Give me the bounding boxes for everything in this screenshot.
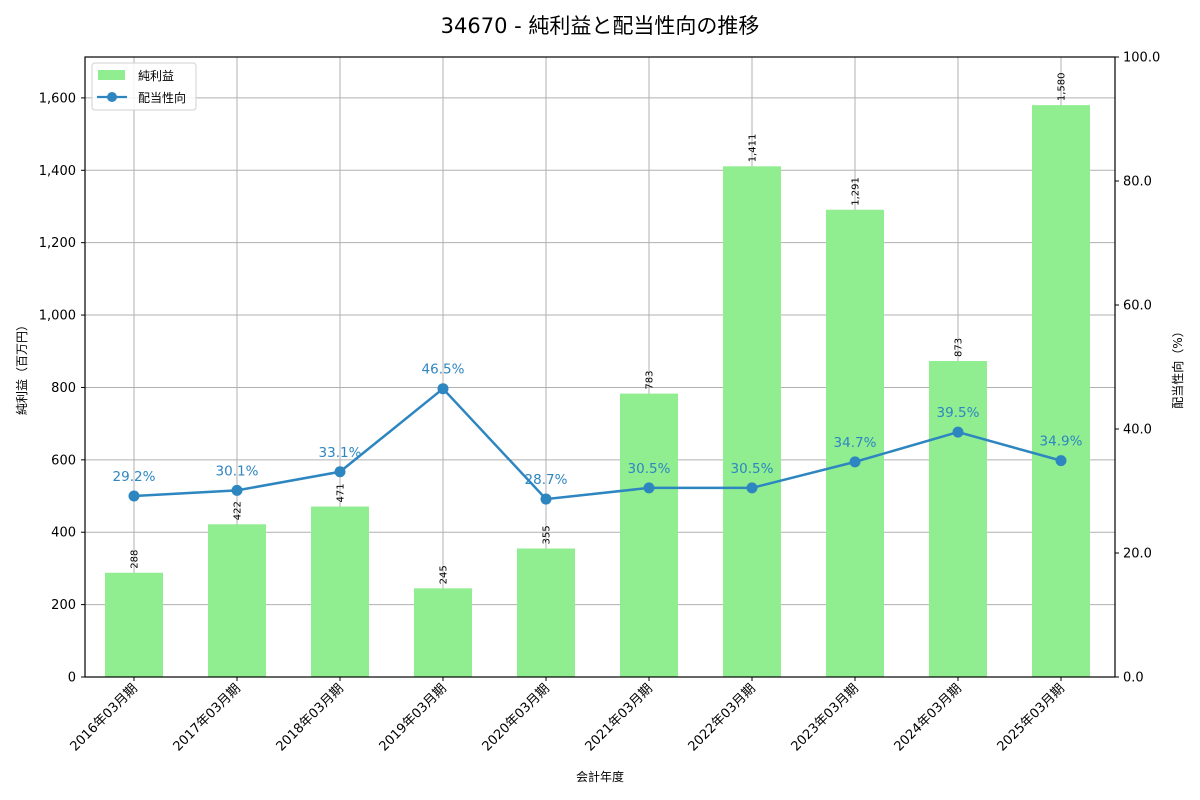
x-tick-label: 2025年03月期 [995,681,1068,754]
x-ticks: 2016年03月期 2017年03月期 2018年03月期 2019年03月期 2020… [68,677,1068,755]
line-series-payout-ratio: 29.2% 30.1% 33.1% 46.5% 28.7% 30.5% 30.5% 34.7%… [113,362,1083,505]
bar-value-label: 422 [233,501,244,520]
data-point-marker [540,493,552,505]
legend-label-payout-ratio: 配当性向 [138,90,186,105]
bar-value-label: 245 [439,565,450,584]
payout-ratio-label: 34.9% [1040,434,1083,450]
axes [84,56,1116,678]
bar-value-label: 783 [645,371,656,390]
x-tick-label: 2018年03月期 [274,681,347,754]
bar [414,588,472,677]
left-y-tick-label: 200 [51,598,76,613]
payout-ratio-label: 34.7% [834,435,877,451]
bar [826,209,884,677]
x-tick-label: 2023年03月期 [789,681,862,754]
bar-series-net-income [105,105,1090,678]
bar-value-label: 288 [130,550,141,569]
bar-value-label: 873 [954,338,965,357]
data-point-marker [746,482,758,494]
x-axis-label: 会計年度 [576,769,624,784]
data-point-marker [128,490,140,502]
legend-marker-icon [107,92,117,102]
bar [517,548,575,677]
legend-swatch-net-income [98,70,125,80]
data-point-marker [1055,455,1067,467]
left-y-tick-label: 800 [51,381,76,396]
left-y-tick-label: 1,000 [39,309,76,324]
bar [311,506,369,677]
left-y-tick-label: 0 [68,671,76,686]
left-y-tick-label: 1,400 [39,164,76,179]
payout-ratio-label: 39.5% [937,405,980,421]
right-y-tick-label: 60.0 [1123,299,1152,314]
legend: 純利益 配当性向 [91,62,197,111]
bar [620,393,678,677]
bar-value-label: 1,580 [1057,72,1068,101]
bar-value-label: 355 [542,525,553,544]
bar [208,524,266,677]
right-y-tick-label: 0.0 [1123,671,1144,686]
payout-ratio-label: 30.5% [628,461,671,477]
data-point-marker [849,456,861,468]
payout-ratio-label: 30.1% [216,463,259,479]
x-tick-label: 2016年03月期 [68,681,141,754]
bar-value-labels: 288 422 471 245 355 783 1,411 1,291 873 1,580 [130,72,1068,584]
left-y-axis-label: 純利益（百万円） [15,319,29,415]
bar [723,166,781,678]
legend-label-net-income: 純利益 [138,69,174,83]
x-tick-label: 2021年03月期 [583,681,656,754]
right-y-tick-label: 80.0 [1123,175,1152,190]
payout-ratio-label: 33.1% [319,445,362,461]
right-y-tick-label: 20.0 [1123,547,1152,562]
x-tick-label: 2022年03月期 [686,681,759,754]
payout-ratio-label: 29.2% [113,469,156,485]
right-y-tick-label: 40.0 [1123,423,1152,438]
x-tick-label: 2024年03月期 [892,681,965,754]
x-tick-label: 2017年03月期 [171,681,244,754]
left-y-tick-label: 600 [51,453,76,468]
x-tick-label: 2019年03月期 [377,681,450,754]
bar-value-label: 471 [336,483,347,502]
right-y-ticks: 0.0 20.0 40.0 60.0 80.0 100.0 [1115,51,1160,686]
left-y-tick-label: 1,600 [39,91,76,106]
payout-ratio-line [133,386,1062,501]
left-y-ticks: 0 200 400 600 800 1,000 1,200 1,400 1,600 [39,91,85,686]
bar-value-label: 1,411 [748,134,759,163]
data-point-marker [334,466,346,478]
bar-value-label: 1,291 [851,177,862,206]
data-point-marker [643,482,655,494]
chart-title: 34670 - 純利益と配当性向の推移 [441,14,760,38]
right-y-axis-label: 配当性向（%） [1170,325,1185,408]
payout-ratio-label: 30.5% [731,461,774,477]
data-point-marker [231,484,243,496]
left-y-tick-label: 400 [51,526,76,541]
right-y-tick-label: 100.0 [1123,51,1160,66]
left-y-tick-label: 1,200 [39,236,76,251]
payout-ratio-label: 46.5% [422,362,465,378]
bar [929,361,987,677]
bar [105,572,163,677]
x-tick-label: 2020年03月期 [480,681,553,754]
bar [1032,105,1090,678]
payout-ratio-label: 28.7% [525,472,568,488]
data-point-marker [437,383,449,395]
data-point-marker [952,426,964,438]
